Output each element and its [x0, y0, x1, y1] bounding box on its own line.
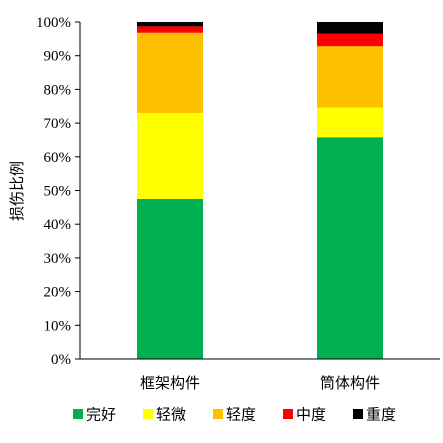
y-tick-label: 10% [44, 318, 72, 334]
y-axis-label: 损伤比例 [9, 161, 26, 221]
bar-segment-1-4 [137, 26, 203, 33]
y-tick-label: 20% [44, 285, 72, 301]
legend-label: 重度 [366, 407, 396, 424]
legend: 完好 轻微 轻度 中度 重度 [73, 407, 396, 424]
legend-marker [213, 409, 223, 419]
legend-label: 完好 [86, 407, 116, 424]
legend-marker [73, 409, 83, 419]
legend-label: 中度 [296, 407, 326, 424]
bar-segment-1-1 [137, 198, 203, 359]
bar-segment-2-4 [317, 33, 383, 47]
bar-group [137, 22, 383, 359]
x-tick-label: 筒体构件 [320, 375, 380, 392]
y-tick-label: 100% [36, 15, 71, 31]
y-tick-label: 60% [44, 150, 72, 166]
x-tick-label: 框架构件 [140, 375, 200, 392]
legend-marker [353, 409, 363, 419]
legend-marker [283, 409, 293, 419]
y-tick-label: 30% [44, 251, 72, 267]
bar-segment-2-2 [317, 107, 383, 138]
bar-segment-1-5 [137, 22, 203, 27]
bar-segment-1-2 [137, 112, 203, 199]
y-tick-label: 80% [44, 82, 72, 98]
y-tick-label: 40% [44, 217, 72, 233]
legend-label: 轻微 [156, 407, 186, 424]
bar-segment-2-1 [317, 137, 383, 359]
legend-label: 轻度 [226, 407, 256, 424]
x-tick-labels: 框架构件 筒体构件 [140, 375, 380, 392]
y-tick-labels: 0% 10% 20% 30% 40% 50% 60% 70% 80% 90% 100% [36, 15, 80, 368]
y-tick-label: 70% [44, 116, 72, 132]
bar-segment-2-5 [317, 22, 383, 34]
y-tick-label: 50% [44, 184, 72, 200]
legend-marker [143, 409, 153, 419]
bar-segment-1-3 [137, 32, 203, 113]
y-tick-label: 90% [44, 49, 72, 65]
y-tick-label: 0% [51, 352, 71, 368]
bar-segment-2-3 [317, 46, 383, 108]
